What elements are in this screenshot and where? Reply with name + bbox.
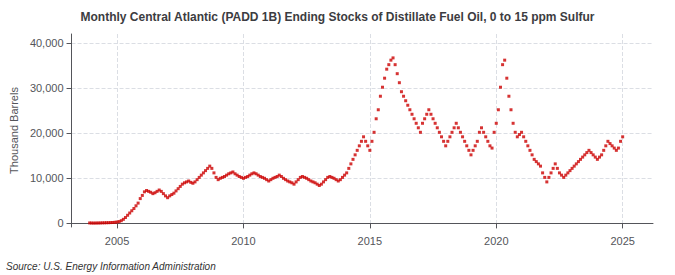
svg-text:Monthly Central Atlantic (PADD: Monthly Central Atlantic (PADD 1B) Endin… <box>80 10 594 24</box>
svg-text:Thousand Barrels: Thousand Barrels <box>8 87 20 174</box>
svg-text:40,000: 40,000 <box>30 37 64 49</box>
svg-text:2010: 2010 <box>231 235 255 247</box>
svg-text:2020: 2020 <box>484 235 508 247</box>
svg-text:30,000: 30,000 <box>30 82 64 94</box>
svg-text:Source: U.S. Energy Informatio: Source: U.S. Energy Information Administ… <box>6 261 216 272</box>
svg-text:0: 0 <box>57 217 63 229</box>
svg-text:2015: 2015 <box>358 235 382 247</box>
svg-text:20,000: 20,000 <box>30 127 64 139</box>
svg-text:2005: 2005 <box>105 235 129 247</box>
svg-text:2025: 2025 <box>610 235 634 247</box>
svg-text:10,000: 10,000 <box>30 172 64 184</box>
